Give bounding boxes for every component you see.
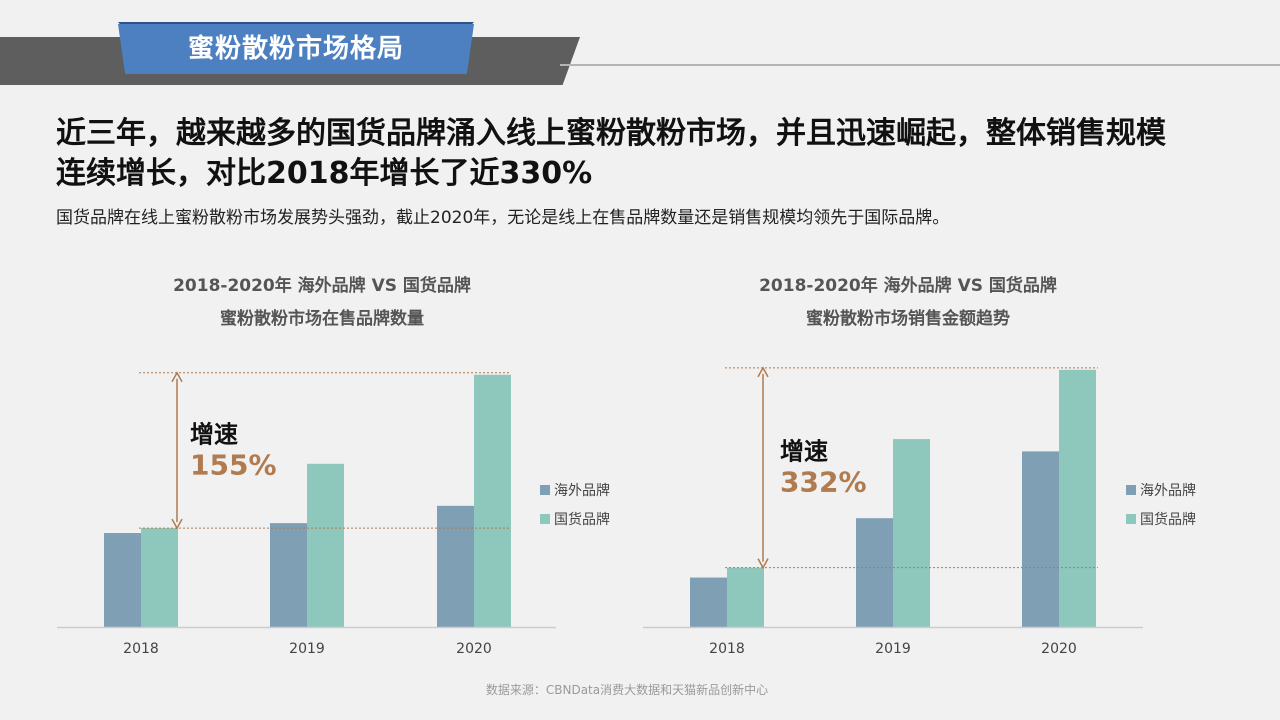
chart-2-bar-overseas-2018 bbox=[690, 577, 727, 627]
chart-1-bar-overseas-2019 bbox=[270, 523, 307, 627]
subline: 国货品牌在线上蜜粉散粉市场发展势头强劲，截止2020年，无论是线上在售品牌数量还… bbox=[56, 208, 950, 228]
chart-1-x-tick-label: 2020 bbox=[456, 641, 492, 657]
chart-2-bar-overseas-2020 bbox=[1022, 451, 1059, 627]
chart-2-legend-label-domestic: 国货品牌 bbox=[1140, 511, 1196, 528]
chart-1-bar-overseas-2020 bbox=[437, 505, 474, 627]
chart-2-growth-value: 332% bbox=[780, 466, 867, 499]
chart-2-title: 2018-2020年 海外品牌 VS 国货品牌 bbox=[759, 275, 1057, 296]
chart-1-legend-label-domestic: 国货品牌 bbox=[554, 511, 610, 528]
chart-1-title: 2018-2020年 海外品牌 VS 国货品牌 bbox=[173, 275, 471, 296]
headline-line-2: 连续增长，对比2018年增长了近330% bbox=[56, 156, 593, 191]
chart-1-legend-swatch-domestic bbox=[540, 514, 550, 524]
chart-2-x-tick-label: 2018 bbox=[709, 641, 745, 657]
chart-2-bar-domestic-2019 bbox=[893, 439, 930, 627]
chart-2-growth-label: 增速 bbox=[780, 438, 828, 466]
chart-1-bar-domestic-2020 bbox=[474, 374, 511, 627]
chart-1-growth-label: 增速 bbox=[190, 420, 238, 448]
chart-1-legend-swatch-overseas bbox=[540, 485, 550, 495]
chart-1-growth-arrow-head-bottom bbox=[171, 518, 183, 530]
chart-2-legend-label-overseas: 海外品牌 bbox=[1140, 482, 1196, 499]
headline: 近三年，越来越多的国货品牌涌入线上蜜粉散粉市场，并且迅速崛起，整体销售规模 连续… bbox=[56, 114, 1256, 194]
chart-1-bar-domestic-2019 bbox=[307, 463, 344, 627]
chart-2-x-tick-label: 2019 bbox=[875, 641, 911, 657]
chart-1-x-tick-label: 2019 bbox=[289, 641, 325, 657]
chart-1-legend-label-overseas: 海外品牌 bbox=[554, 482, 610, 499]
chart-2-legend-swatch-domestic bbox=[1126, 514, 1136, 524]
chart-1-growth-value: 155% bbox=[190, 448, 277, 481]
chart-1-growth-arrow-head-top bbox=[171, 371, 183, 383]
chart-2-legend-swatch-overseas bbox=[1126, 485, 1136, 495]
chart-2-bar-domestic-2020 bbox=[1059, 369, 1096, 627]
chart-2-bar-overseas-2019 bbox=[856, 518, 893, 627]
chart-2-growth-arrow-head-bottom bbox=[757, 558, 769, 570]
chart-1-subtitle: 蜜粉散粉市场在售品牌数量 bbox=[220, 308, 424, 329]
chart-1-x-tick-label: 2018 bbox=[123, 641, 159, 657]
header-rule bbox=[560, 64, 1280, 66]
section-title: 蜜粉散粉市场格局 bbox=[187, 34, 404, 64]
headline-line-1: 近三年，越来越多的国货品牌涌入线上蜜粉散粉市场，并且迅速崛起，整体销售规模 bbox=[56, 116, 1166, 151]
chart-2-bar-domestic-2018 bbox=[727, 567, 764, 627]
data-source-note: 数据来源：CBNData消费大数据和天猫新品创新中心 bbox=[485, 683, 769, 697]
chart-2-growth-arrow-head-top bbox=[757, 366, 769, 378]
chart-1-bar-overseas-2018 bbox=[104, 533, 141, 627]
title-tab bbox=[118, 24, 474, 74]
chart-2-subtitle: 蜜粉散粉市场销售金额趋势 bbox=[806, 308, 1010, 329]
chart-2-x-tick-label: 2020 bbox=[1041, 641, 1077, 657]
chart-1-bar-domestic-2018 bbox=[141, 528, 178, 627]
